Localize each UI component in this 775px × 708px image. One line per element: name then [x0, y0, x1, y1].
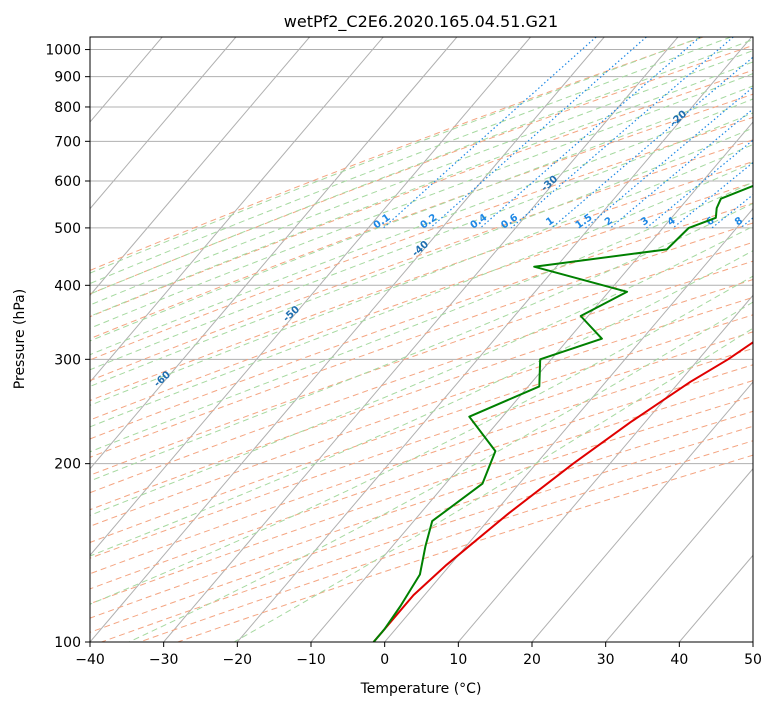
- isotherm-line: [90, 37, 458, 470]
- mixing-ratio-label: 0.2: [419, 212, 440, 231]
- dry-adiabat-line: [90, 116, 753, 361]
- mixing-ratio-line: [383, 37, 597, 229]
- moist-adiabat-line: [90, 73, 753, 329]
- mixing-ratio-label: 1.5: [574, 212, 595, 231]
- y-axis-label: Pressure (hPa): [12, 289, 28, 389]
- moist-adiabat-line: [90, 39, 753, 295]
- y-tick-label: 100: [54, 635, 81, 651]
- mixing-ratio-label: 1: [544, 215, 556, 228]
- dry-adiabat-line: [90, 260, 753, 494]
- mixing-ratio-line: [763, 37, 775, 228]
- isotherm-line: [384, 207, 753, 642]
- mixing-ratio-line: [551, 56, 753, 229]
- y-tick-label: 300: [54, 352, 81, 368]
- chart-title: wetPf2_C2E6.2020.165.04.51.G21: [284, 12, 558, 32]
- isotherm-line: [310, 121, 753, 642]
- dry-adiabat-line: [90, 314, 753, 543]
- isotherm-line: [531, 381, 753, 642]
- isotherm-line: [163, 37, 679, 642]
- dry-adiabat-line: [90, 410, 753, 633]
- moist-adiabat-line: [90, 98, 753, 356]
- x-tick-label: 40: [670, 652, 688, 668]
- y-tick-label: 800: [54, 100, 81, 116]
- x-tick-label: −30: [149, 652, 179, 668]
- isotherm-line: [90, 37, 384, 383]
- mixing-ratio-label: 2: [603, 215, 615, 228]
- background-lines: [90, 37, 775, 642]
- y-axis: 100 200 300 400 500 600 700 800 900 1000: [45, 43, 90, 651]
- moist-adiabat-line: [90, 37, 732, 285]
- profile-lines: [372, 184, 753, 642]
- isotherm-label: -50: [281, 304, 302, 324]
- moist-adiabat-line: [90, 143, 753, 406]
- y-tick-label: 400: [54, 278, 81, 294]
- isotherm-line: [90, 37, 310, 297]
- dry-adiabat-line: [90, 182, 753, 421]
- y-tick-label: 200: [54, 457, 81, 473]
- moist-adiabat-line: [128, 301, 753, 642]
- dry-adiabat-line: [90, 37, 704, 271]
- isotherm-line: [90, 37, 237, 210]
- mixing-ratio-line: [740, 217, 753, 229]
- moist-adiabat-line: [90, 181, 753, 453]
- isotherm-line: [457, 294, 753, 642]
- moist-adiabat-line: [90, 85, 753, 342]
- dry-adiabat-line: [90, 202, 753, 440]
- x-tick-label: 30: [597, 652, 615, 668]
- moist-adiabat-line: [90, 202, 753, 482]
- x-tick-label: 50: [744, 652, 762, 668]
- moist-adiabat-line: [90, 225, 753, 516]
- mixing-ratio-label: 0.6: [499, 212, 520, 231]
- dry-adiabat-line: [177, 454, 753, 642]
- moist-adiabat-line: [90, 161, 753, 428]
- x-tick-label: −10: [296, 652, 326, 668]
- moist-adiabat-line: [90, 37, 702, 274]
- x-tick-label: −40: [75, 652, 105, 668]
- plot-frame: [89, 36, 754, 643]
- dry-adiabat-line: [90, 364, 753, 590]
- mixing-ratio-line: [672, 161, 753, 229]
- mixing-ratio-line: [646, 139, 753, 229]
- y-tick-label: 700: [54, 134, 81, 150]
- x-tick-label: 0: [380, 652, 389, 668]
- isotherm-label: 0: [753, 190, 766, 203]
- isotherm-line: [90, 37, 531, 557]
- dewpoint-line: [372, 184, 753, 642]
- mixing-ratio-line: [609, 108, 753, 229]
- isotherm-line: [90, 37, 605, 642]
- temperature-line: [372, 341, 753, 642]
- y-tick-label: 500: [54, 221, 81, 237]
- x-axis-label: Temperature (°C): [360, 681, 482, 697]
- x-tick-label: −20: [223, 652, 253, 668]
- dry-adiabat-line: [90, 222, 753, 458]
- mixing-ratio-line: [510, 37, 734, 229]
- isotherm-line: [678, 554, 753, 642]
- x-tick-label: 10: [449, 652, 467, 668]
- isotherm-line: [236, 37, 752, 642]
- dry-adiabat-line: [90, 160, 753, 402]
- isotherm-label: -60: [152, 369, 173, 389]
- y-tick-label: 600: [54, 174, 81, 190]
- dry-adiabat-line: [90, 139, 753, 382]
- moist-adiabat-line: [90, 50, 753, 306]
- dry-adiabat-line: [90, 395, 753, 619]
- isotherm-line: [605, 467, 753, 642]
- dry-adiabat-line: [90, 347, 753, 575]
- mixing-ratio-line: [480, 37, 701, 229]
- mixing-ratio-label: 10: [753, 213, 771, 230]
- mixing-ratio-label: 0.4: [469, 212, 490, 231]
- x-tick-label: 20: [523, 652, 541, 668]
- isotherm-line: [752, 641, 753, 642]
- y-tick-label: 900: [54, 70, 81, 86]
- isotherm-label: -30: [539, 174, 560, 194]
- moist-adiabat-line: [90, 112, 753, 371]
- moist-adiabat-line: [90, 275, 753, 605]
- x-axis: −40 −30 −20 −10 0 10 20 30 40 50: [75, 642, 762, 668]
- y-tick-label: 1000: [45, 43, 81, 59]
- isotherm-label: -40: [410, 239, 431, 259]
- mixing-ratio-label: 0.1: [372, 212, 393, 231]
- dry-adiabat-line: [90, 279, 753, 511]
- isotherm-label: -70: [23, 434, 44, 454]
